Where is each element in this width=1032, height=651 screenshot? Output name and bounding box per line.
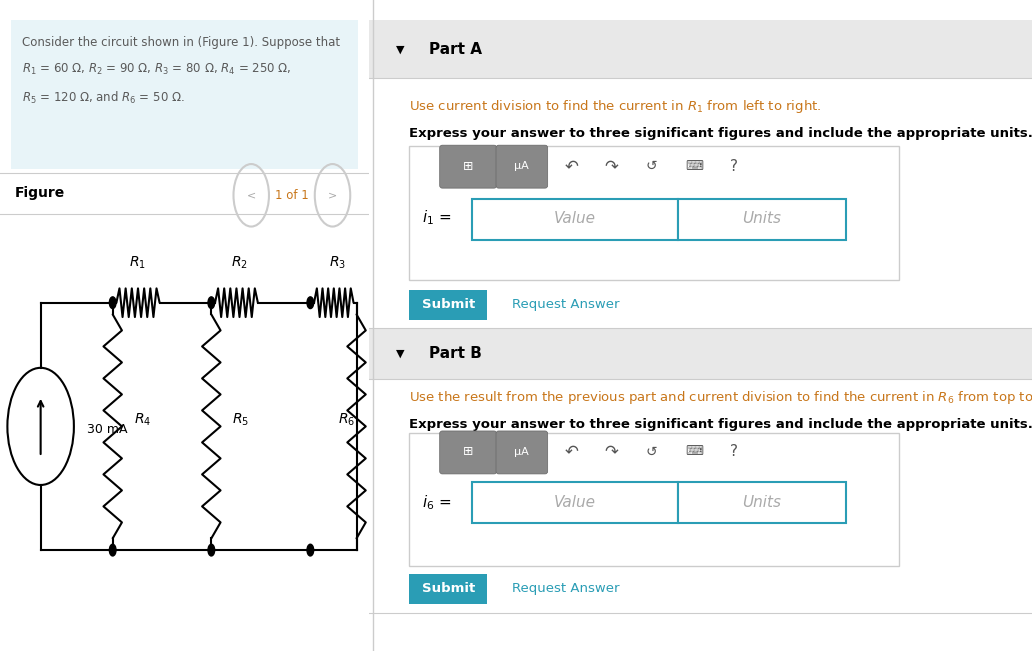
FancyBboxPatch shape (410, 574, 487, 604)
Text: $i_1$ =: $i_1$ = (422, 209, 452, 227)
Circle shape (307, 297, 314, 309)
Text: $R_5$: $R_5$ (231, 411, 249, 428)
Text: Express your answer to three significant figures and include the appropriate uni: Express your answer to three significant… (410, 418, 1032, 431)
Text: $R_3$: $R_3$ (328, 255, 346, 271)
Text: ↺: ↺ (645, 159, 656, 173)
Text: ↷: ↷ (605, 157, 618, 175)
Text: Submit: Submit (422, 582, 475, 595)
Text: Request Answer: Request Answer (512, 298, 619, 311)
Text: <: < (247, 190, 256, 201)
Text: μA: μA (515, 161, 529, 171)
Text: $R_2$: $R_2$ (231, 255, 249, 271)
Text: Part A: Part A (429, 42, 482, 57)
Text: Request Answer: Request Answer (512, 582, 619, 595)
Circle shape (208, 297, 215, 309)
FancyBboxPatch shape (440, 145, 496, 188)
Text: 30 mA: 30 mA (87, 423, 127, 436)
Text: Value: Value (554, 211, 595, 227)
FancyBboxPatch shape (678, 199, 846, 240)
Text: ⌨: ⌨ (685, 445, 703, 458)
Text: ↺: ↺ (645, 445, 656, 459)
Circle shape (307, 544, 314, 556)
FancyBboxPatch shape (369, 328, 1032, 379)
FancyBboxPatch shape (473, 199, 678, 240)
Text: ?: ? (730, 444, 738, 460)
Text: $R_1$: $R_1$ (129, 255, 147, 271)
FancyBboxPatch shape (410, 146, 900, 280)
Text: Consider the circuit shown in (Figure 1). Suppose that: Consider the circuit shown in (Figure 1)… (22, 36, 341, 49)
Text: Part B: Part B (429, 346, 482, 361)
FancyBboxPatch shape (11, 20, 358, 169)
FancyBboxPatch shape (410, 290, 487, 320)
FancyBboxPatch shape (496, 145, 548, 188)
Text: ⌨: ⌨ (685, 159, 703, 173)
Text: ?: ? (730, 158, 738, 174)
Text: Figure: Figure (14, 186, 65, 200)
FancyBboxPatch shape (678, 482, 846, 523)
FancyBboxPatch shape (440, 431, 496, 474)
Text: μA: μA (515, 447, 529, 457)
Text: Units: Units (742, 495, 781, 510)
FancyBboxPatch shape (410, 433, 900, 566)
Circle shape (109, 544, 116, 556)
Text: ▼: ▼ (396, 348, 405, 359)
Circle shape (109, 297, 116, 309)
Text: ⊞: ⊞ (463, 445, 474, 458)
FancyBboxPatch shape (369, 20, 1032, 78)
Text: 1 of 1: 1 of 1 (275, 189, 309, 202)
Text: $R_4$: $R_4$ (134, 411, 152, 428)
Text: $R_6$: $R_6$ (337, 411, 355, 428)
FancyBboxPatch shape (496, 431, 548, 474)
Text: $R_1$ = 60 $\Omega$, $R_2$ = 90 $\Omega$, $R_3$ = 80 $\Omega$, $R_4$ = 250 $\Ome: $R_1$ = 60 $\Omega$, $R_2$ = 90 $\Omega$… (22, 62, 292, 77)
Text: ↷: ↷ (605, 443, 618, 461)
Text: ↶: ↶ (565, 443, 579, 461)
Text: ▼: ▼ (396, 44, 405, 55)
Text: Units: Units (742, 211, 781, 227)
Text: $R_5$ = 120 $\Omega$, and $R_6$ = 50 $\Omega$.: $R_5$ = 120 $\Omega$, and $R_6$ = 50 $\O… (22, 90, 185, 106)
Text: $i_6$ =: $i_6$ = (422, 493, 452, 512)
Text: Express your answer to three significant figures and include the appropriate uni: Express your answer to three significant… (410, 127, 1032, 140)
Text: ↶: ↶ (565, 157, 579, 175)
Text: Submit: Submit (422, 298, 475, 311)
Text: Use current division to find the current in $R_1$ from left to right.: Use current division to find the current… (410, 98, 821, 115)
FancyBboxPatch shape (473, 482, 678, 523)
Text: >: > (328, 190, 337, 201)
Text: Value: Value (554, 495, 595, 510)
Circle shape (208, 544, 215, 556)
Text: Use the result from the previous part and current division to find the current i: Use the result from the previous part an… (410, 389, 1032, 406)
Text: ⊞: ⊞ (463, 159, 474, 173)
